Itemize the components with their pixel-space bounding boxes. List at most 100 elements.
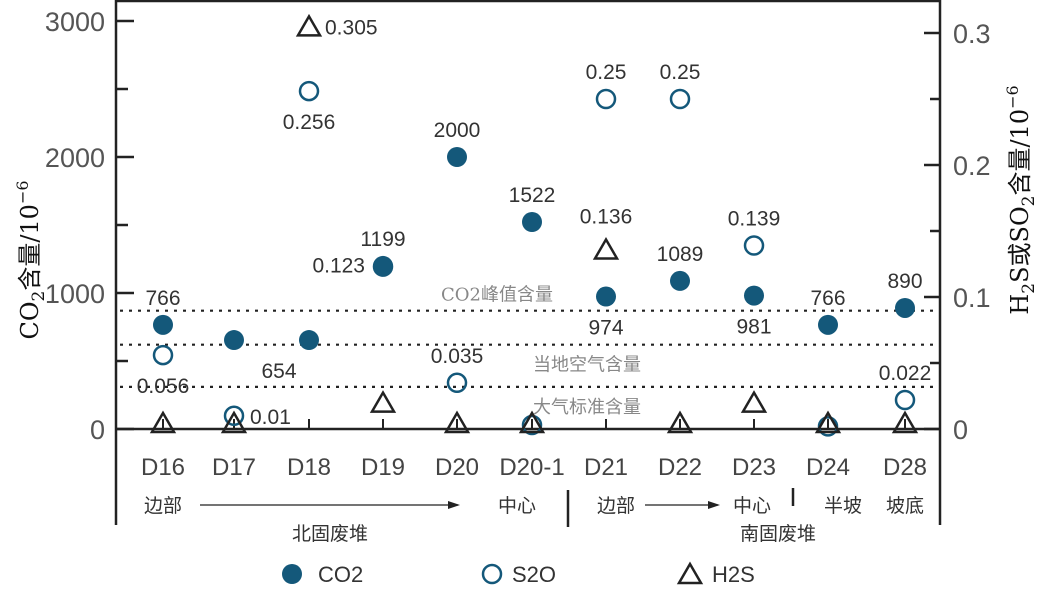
- co2-point: [299, 330, 319, 351]
- so2-point: [521, 414, 543, 436]
- h2s-value-label: 0.305: [325, 16, 378, 39]
- legend-h2s-marker: [676, 561, 704, 585]
- reference-line-label: 当地空气含量: [533, 355, 641, 376]
- legend-so2-label: S2O: [512, 562, 556, 587]
- x-tick-label: D23: [732, 454, 776, 481]
- so2-value-label: 0.256: [283, 111, 336, 134]
- x-tick-label: D22: [658, 454, 702, 481]
- legend-co2-marker: [282, 564, 302, 584]
- so2-value-label: 0.056: [137, 375, 190, 398]
- half-slope-label: 半坡: [824, 495, 862, 517]
- region-annotations: 边部 中心 边部 中心 半坡 坡底 北固废堆 南固废堆: [144, 488, 924, 545]
- legend-co2-label: CO2: [318, 562, 363, 587]
- co2-value-label: 766: [810, 287, 845, 310]
- right-axis-title: H2S或SO2含量/10−6: [1003, 85, 1039, 314]
- left-tick-label: 0: [90, 415, 105, 445]
- south-arrow-head: [708, 501, 720, 509]
- left-tick-label: 2000: [45, 143, 105, 173]
- so2-point: [223, 405, 245, 427]
- h2s-point: [666, 410, 694, 434]
- right-tick-label: 0.3: [953, 19, 991, 49]
- x-tick-label: D24: [806, 454, 850, 481]
- so2-value-label: 0.25: [586, 61, 627, 84]
- co2-point: [670, 270, 690, 291]
- h2s-point: [740, 390, 768, 413]
- south-group-label: 南固废堆: [740, 523, 816, 545]
- reference-line-label: 大气标准含量: [533, 397, 641, 418]
- h2s-point: [443, 410, 471, 434]
- co2-value-label: 981: [736, 316, 771, 339]
- left-axis-title: CO2含量/10−6: [13, 180, 49, 339]
- x-tick-label: D16: [141, 454, 185, 481]
- h2s-value-label: 0.136: [580, 205, 633, 228]
- north-arrow-head: [448, 501, 460, 509]
- co2-point: [895, 297, 915, 318]
- x-tick-label: D20-1: [499, 454, 564, 481]
- co2-point: [522, 212, 542, 233]
- left-tick-label: 1000: [45, 279, 105, 309]
- h2s-point: [295, 13, 323, 37]
- so2-point: [743, 235, 765, 256]
- h2s-point: [220, 410, 248, 434]
- h2s-point: [369, 390, 397, 413]
- ticks: 0 1000 2000 3000 0 0.1 0.2 0.3 D16 D17 D18 D19 D20 D2…: [45, 7, 991, 481]
- so2-point: [152, 344, 174, 366]
- so2-value-label: 0.25: [660, 61, 701, 84]
- so2-value-label: 0.123: [312, 255, 365, 278]
- co2-value-label: 2000: [434, 119, 481, 142]
- x-tick-label: D17: [212, 454, 256, 481]
- left-tick-label: 3000: [45, 7, 105, 37]
- data-marks: 766 654 1199 2000 1522 974 1089 981 766 890 0.056 0…: [137, 13, 932, 437]
- co2-point: [447, 147, 467, 167]
- x-tick-label: D19: [361, 454, 405, 481]
- so2-point: [595, 88, 617, 110]
- south-center-label: 中心: [733, 495, 771, 517]
- h2s-point: [592, 236, 620, 260]
- so2-point: [298, 80, 320, 102]
- co2-value-label: 890: [887, 270, 922, 293]
- co2-value-label: 766: [145, 287, 180, 310]
- slope-bottom-label: 坡底: [886, 495, 924, 517]
- co2-point: [224, 330, 244, 351]
- so2-point: [894, 389, 916, 411]
- north-center-label: 中心: [498, 495, 536, 517]
- h2s-point: [814, 410, 842, 434]
- so2-point: [372, 256, 394, 277]
- north-group-label: 北固废堆: [292, 523, 368, 545]
- h2s-point: [518, 410, 546, 434]
- right-tick-label: 0.2: [953, 151, 991, 181]
- co2-value-label: 1199: [360, 228, 405, 251]
- x-tick-label: D28: [883, 454, 927, 481]
- reference-line-label: CO2峰值含量: [441, 285, 553, 306]
- right-tick-label: 0.1: [953, 283, 991, 313]
- co2-value-label: 1089: [657, 243, 704, 266]
- so2-value-label: 0.139: [728, 208, 781, 231]
- legend: CO2 S2O H2S: [282, 561, 755, 587]
- x-tick-label: D20: [435, 454, 479, 481]
- x-tick-label: D21: [584, 454, 628, 481]
- h2s-point: [149, 410, 177, 434]
- co2-point: [373, 255, 393, 276]
- co2-point: [596, 286, 616, 307]
- legend-so2-marker: [481, 563, 503, 585]
- h2s-point: [891, 410, 919, 434]
- co2-value-label: 1522: [509, 184, 556, 207]
- co2-point: [818, 314, 838, 335]
- axes: [114, 0, 942, 525]
- north-edge-label: 边部: [144, 495, 182, 517]
- south-edge-label: 边部: [597, 495, 635, 517]
- so2-point: [669, 88, 691, 110]
- so2-point: [446, 372, 468, 394]
- co2-point: [744, 285, 764, 306]
- right-tick-label: 0: [953, 415, 968, 445]
- so2-value-label: 0.035: [431, 345, 484, 368]
- so2-value-label: 0.022: [879, 362, 932, 385]
- co2-value-label: 654: [261, 360, 296, 383]
- x-tick-label: D18: [287, 454, 331, 481]
- legend-h2s-label: H2S: [712, 562, 755, 587]
- so2-value-label: 0.01: [250, 406, 291, 429]
- co2-value-label: 974: [588, 317, 623, 340]
